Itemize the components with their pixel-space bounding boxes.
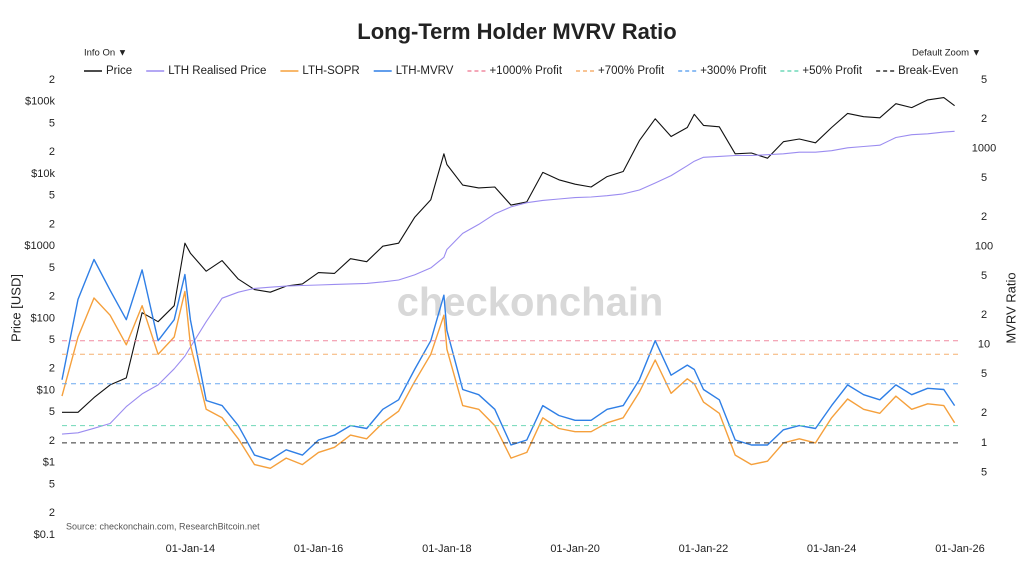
y2-tick-label: 2: [981, 113, 987, 125]
y2-axis-title: MVRV Ratio: [1003, 272, 1018, 343]
y-axis-title: Price [USD]: [8, 274, 23, 342]
y-tick-label: 2: [49, 146, 55, 158]
y-tick-label: 5: [49, 478, 55, 490]
y-tick-label: 2: [49, 291, 55, 303]
y2-tick-label: 1000: [972, 142, 996, 154]
legend-item: +300% Profit: [678, 65, 767, 77]
x-tick-label: 01-Jan-18: [422, 543, 472, 555]
legend-item: +700% Profit: [576, 65, 665, 77]
chart-title: Long-Term Holder MVRV Ratio: [357, 19, 676, 44]
y-tick-label: 2: [49, 218, 55, 230]
y-tick-label: $0.1: [34, 529, 55, 541]
legend-label: LTH-MVRV: [396, 65, 454, 77]
y-tick-label: 2: [49, 435, 55, 447]
legend-label: +300% Profit: [700, 65, 767, 77]
y-tick-label: $10k: [31, 168, 55, 180]
y-tick-label: 5: [49, 406, 55, 418]
legend-label: +50% Profit: [802, 65, 863, 77]
series-line: [62, 97, 955, 413]
x-tick-label: 01-Jan-22: [679, 543, 729, 555]
info-button[interactable]: Info On ▼: [84, 48, 127, 59]
legend-item: Price: [84, 65, 132, 77]
legend-item: +1000% Profit: [467, 65, 563, 77]
y2-tick-label: 2: [981, 407, 987, 419]
x-tick-label: 01-Jan-14: [166, 543, 216, 555]
legend-label: +1000% Profit: [489, 65, 562, 77]
y2-tick-label: 5: [981, 74, 987, 86]
legend-label: Break-Even: [898, 65, 958, 77]
series-line: [61, 290, 956, 469]
y2-tick-label: 10: [978, 339, 990, 351]
legend-label: Price: [106, 65, 132, 77]
legend-item: LTH-SOPR: [280, 65, 360, 77]
y2-tick-label: 5: [981, 270, 987, 282]
legend-item: +50% Profit: [780, 65, 863, 77]
y2-tick-label: 5: [981, 466, 987, 478]
y-tick-label: $10: [37, 384, 55, 396]
y-tick-label: 5: [49, 262, 55, 274]
series-line: [61, 130, 955, 435]
source-note: Source: checkonchain.com, ResearchBitcoi…: [66, 521, 260, 531]
y2-tick-label: 2: [981, 309, 987, 321]
x-tick-label: 01-Jan-20: [550, 543, 600, 555]
legend-label: +700% Profit: [598, 65, 665, 77]
x-tick-label: 01-Jan-26: [935, 543, 985, 555]
y-tick-label: 2: [49, 74, 55, 86]
y2-tick-label: 100: [975, 241, 993, 253]
legend-label: LTH-SOPR: [302, 65, 359, 77]
y-tick-label: 5: [49, 190, 55, 202]
y-tick-label: 2: [49, 507, 55, 519]
legend-item: LTH-MVRV: [373, 65, 454, 77]
zoom-button[interactable]: Default Zoom ▼: [912, 48, 981, 59]
legend-item: Break-Even: [876, 65, 958, 77]
y2-tick-label: 5: [981, 172, 987, 184]
x-tick-label: 01-Jan-16: [294, 543, 344, 555]
y-tick-label: $100: [31, 312, 55, 324]
y-tick-label: 5: [49, 334, 55, 346]
y2-tick-label: 2: [981, 211, 987, 223]
y-tick-label: $1000: [24, 240, 55, 252]
legend-label: LTH Realised Price: [168, 65, 266, 77]
legend-item: LTH Realised Price: [146, 65, 266, 77]
y-tick-label: $100k: [25, 96, 55, 108]
y-tick-label: 2: [49, 363, 55, 375]
y2-tick-label: 1: [981, 437, 987, 449]
y-tick-label: 5: [49, 117, 55, 129]
y2-tick-label: 5: [981, 368, 987, 380]
y-tick-label: $1: [43, 457, 55, 469]
x-tick-label: 01-Jan-24: [807, 543, 857, 555]
